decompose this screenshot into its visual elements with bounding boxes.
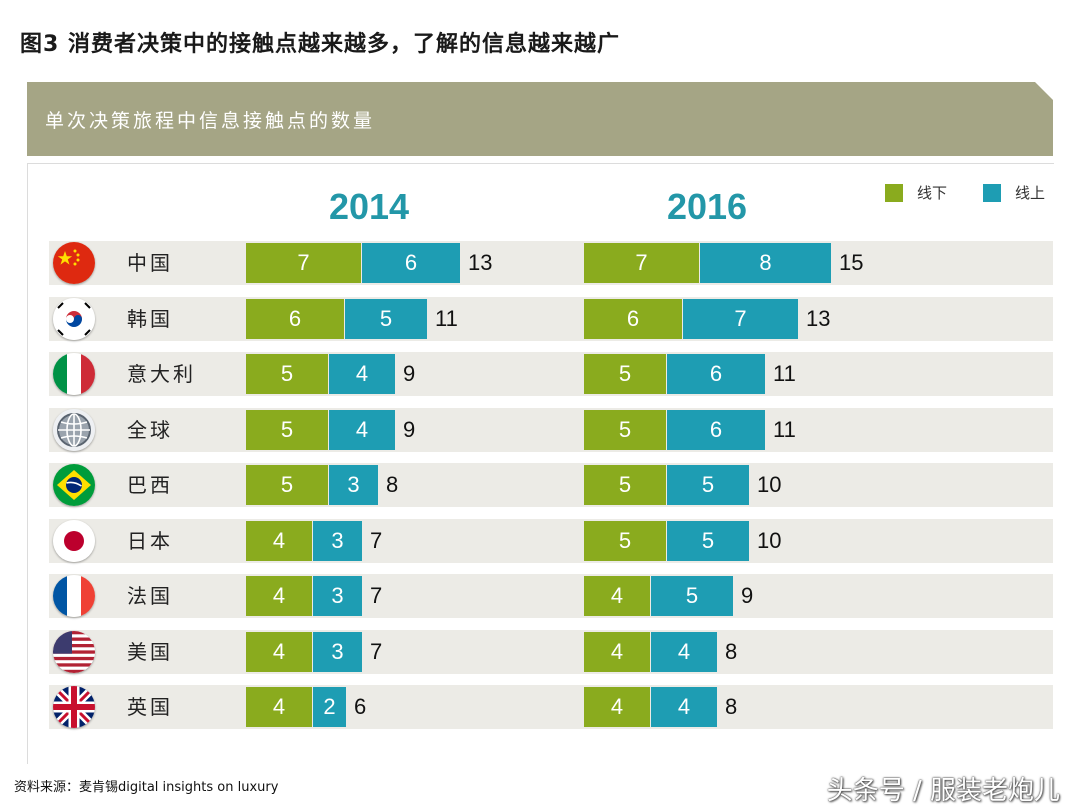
bar-offline-2014: 5 [246,354,328,394]
bar-offline-2016: 6 [584,299,682,339]
uk-flag-icon [53,686,95,728]
year-label-2016: 2016 [666,186,748,227]
category-label: 英国 [127,695,173,719]
bar-offline-2014: 4 [246,576,312,616]
figure-title: 图3 消费者决策中的接触点越来越多，了解的信息越来越广 [20,32,620,57]
total-label-2014: 9 [403,361,416,386]
legend-item-offline: 线下 [885,182,947,203]
total-label-2014: 9 [403,417,416,442]
bar-online-2016: 8 [700,243,831,283]
bar-offline-2016: 4 [584,687,650,727]
bar-online-2014: 3 [329,465,378,505]
chart-row [49,685,1053,729]
total-label-2014: 13 [468,250,493,275]
total-label-2016: 10 [757,528,782,553]
bar-online-2016: 7 [683,299,798,339]
korea-flag-icon [53,298,95,340]
france-flag-icon [53,575,95,617]
bar-offline-2016: 5 [584,410,666,450]
bar-offline-2014: 4 [246,521,312,561]
chart-row [49,352,1053,396]
globe-icon [53,409,95,451]
category-label: 美国 [127,640,173,664]
china-flag-icon [53,242,95,284]
category-label: 法国 [127,584,173,608]
category-label: 全球 [127,418,173,442]
total-label-2014: 11 [435,306,458,331]
legend-label-offline: 线下 [917,184,948,202]
category-label: 意大利 [127,362,196,386]
brazil-flag-icon [53,464,95,506]
bar-online-2016: 4 [651,687,717,727]
bar-online-2014: 5 [345,299,427,339]
chart-row [49,241,1053,285]
total-label-2016: 10 [757,472,782,497]
legend-item-online: 线上 [983,182,1045,203]
bar-offline-2016: 5 [584,465,666,505]
total-label-2014: 7 [370,583,383,608]
total-label-2016: 15 [839,250,864,275]
bar-online-2016: 5 [667,465,749,505]
bar-online-2014: 4 [329,410,395,450]
bar-offline-2016: 5 [584,521,666,561]
bar-online-2016: 4 [651,632,717,672]
year-label-2014: 2014 [328,186,410,227]
bar-online-2014: 2 [313,687,346,727]
bar-online-2016: 6 [667,354,765,394]
chart-row [49,408,1053,452]
bar-online-2016: 5 [651,576,733,616]
bar-online-2014: 3 [313,576,362,616]
chart-banner: 单次决策旅程中信息接触点的数量 [27,82,1053,156]
usa-flag-icon [53,631,95,673]
bar-offline-2016: 7 [584,243,699,283]
chart-row [49,297,1053,341]
source-note: 资料来源：麦肯锡digital insights on luxury [14,780,279,795]
total-label-2016: 9 [741,583,754,608]
chart-row [49,519,1053,563]
category-label: 中国 [127,251,173,275]
total-label-2016: 8 [725,694,738,719]
legend-swatch-online [983,183,1001,202]
chart-row [49,463,1053,507]
category-label: 韩国 [127,307,173,331]
banner-title: 单次决策旅程中信息接触点的数量 [45,110,376,132]
legend-label-online: 线上 [1015,184,1046,202]
legend-swatch-offline [885,183,903,202]
chart-row [49,630,1053,674]
category-label: 日本 [127,529,173,553]
bar-online-2014: 6 [362,243,460,283]
bar-offline-2014: 4 [246,687,312,727]
japan-flag-icon [53,520,95,562]
total-label-2014: 7 [370,639,383,664]
bar-offline-2016: 5 [584,354,666,394]
watermark: 头条号 / 服装老炮儿 [826,776,1060,806]
bar-offline-2014: 4 [246,632,312,672]
bar-offline-2014: 6 [246,299,344,339]
total-label-2014: 7 [370,528,383,553]
bar-offline-2014: 5 [246,465,328,505]
bar-online-2014: 4 [329,354,395,394]
total-label-2016: 11 [773,361,796,386]
italy-flag-icon [53,353,95,395]
bar-online-2016: 5 [667,521,749,561]
total-label-2014: 6 [354,694,367,719]
total-label-2016: 13 [806,306,831,331]
category-label: 巴西 [127,473,173,497]
total-label-2014: 8 [386,472,399,497]
total-label-2016: 8 [725,639,738,664]
bar-online-2014: 3 [313,521,362,561]
bar-offline-2016: 4 [584,632,650,672]
chart-row [49,574,1053,618]
bar-offline-2014: 7 [246,243,361,283]
bar-online-2016: 6 [667,410,765,450]
total-label-2016: 11 [773,417,796,442]
bar-offline-2016: 4 [584,576,650,616]
bar-offline-2014: 5 [246,410,328,450]
bar-online-2014: 3 [313,632,362,672]
